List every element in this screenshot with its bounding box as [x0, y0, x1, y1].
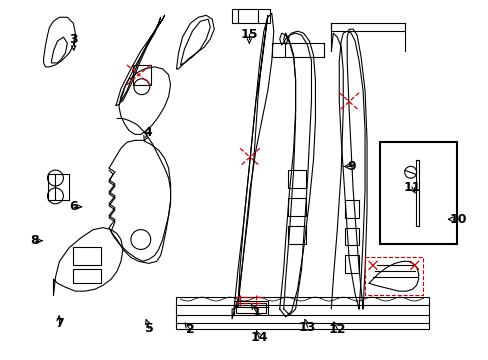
Bar: [73, 247, 101, 265]
Text: 3: 3: [69, 33, 78, 46]
Text: 4: 4: [143, 126, 151, 139]
Text: 13: 13: [298, 321, 316, 334]
Text: 11: 11: [402, 181, 420, 194]
Bar: [236, 303, 265, 313]
Text: 12: 12: [328, 323, 346, 336]
Bar: [345, 255, 358, 273]
Bar: [287, 198, 305, 216]
Text: 1: 1: [252, 306, 261, 319]
Text: 6: 6: [69, 200, 78, 213]
Bar: [175, 297, 427, 329]
Text: 14: 14: [250, 332, 267, 345]
Bar: [232, 9, 269, 23]
Bar: [287, 226, 305, 243]
Bar: [345, 200, 358, 218]
Bar: [287, 170, 305, 188]
Text: 8: 8: [31, 234, 39, 247]
Text: 9: 9: [346, 160, 355, 173]
Bar: [133, 65, 150, 85]
Text: 5: 5: [144, 322, 153, 335]
Bar: [380, 143, 456, 244]
Text: 15: 15: [240, 28, 258, 41]
Text: 2: 2: [185, 323, 194, 336]
Text: 7: 7: [55, 317, 63, 330]
Bar: [345, 228, 358, 246]
Text: 10: 10: [448, 213, 466, 226]
Bar: [73, 269, 101, 283]
